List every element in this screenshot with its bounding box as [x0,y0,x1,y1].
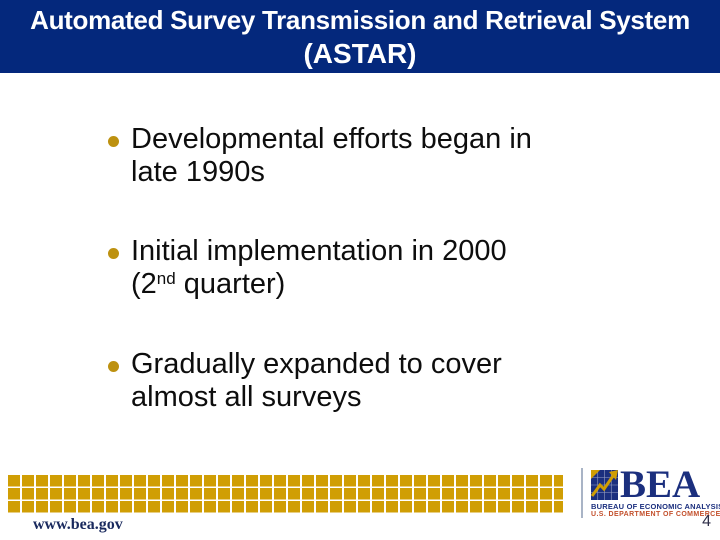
bullet-text: Initial implementation in 2000 (2nd quar… [131,235,507,301]
gold-checker-band [8,475,563,514]
bullet-item-developmental: Developmental efforts began in late 1990… [108,123,532,189]
footer-divider [581,468,583,518]
bea-acronym: BEA [620,463,701,506]
bullet-item-implementation: Initial implementation in 2000 (2nd quar… [108,235,507,301]
bullet-line: Gradually expanded to cover [131,348,502,380]
page-number: 4 [702,513,711,530]
bea-dept-line: U.S. DEPARTMENT OF COMMERCE [591,511,720,518]
bea-bureau-line: BUREAU OF ECONOMIC ANALYSIS [591,502,720,511]
bullet-line: almost all surveys [131,381,362,413]
website-link[interactable]: www.bea.gov [33,516,123,533]
bullet-icon [108,248,119,259]
bullet-line: late 1990s [131,156,265,188]
bea-logo: BEA BUREAU OF ECONOMIC ANALYSIS U.S. DEP… [591,463,720,518]
bea-logo-chart-icon [591,470,618,500]
superscript-nd: nd [156,269,176,288]
bullet-icon [108,136,119,147]
bullet-line: Initial implementation in 2000 [131,235,507,267]
bullet-item-expanded: Gradually expanded to cover almost all s… [108,348,502,414]
bullet-line: Developmental efforts began in [131,123,532,155]
bullet-line: (2nd quarter) [131,268,286,300]
slide-subtitle: (ASTAR) [303,38,417,69]
bullet-text: Gradually expanded to cover almost all s… [131,348,502,414]
bullet-icon [108,361,119,372]
slide-title: Automated Survey Transmission and Retrie… [30,5,690,35]
slide-header: Automated Survey Transmission and Retrie… [0,0,720,73]
bullet-text: Developmental efforts began in late 1990… [131,123,532,189]
